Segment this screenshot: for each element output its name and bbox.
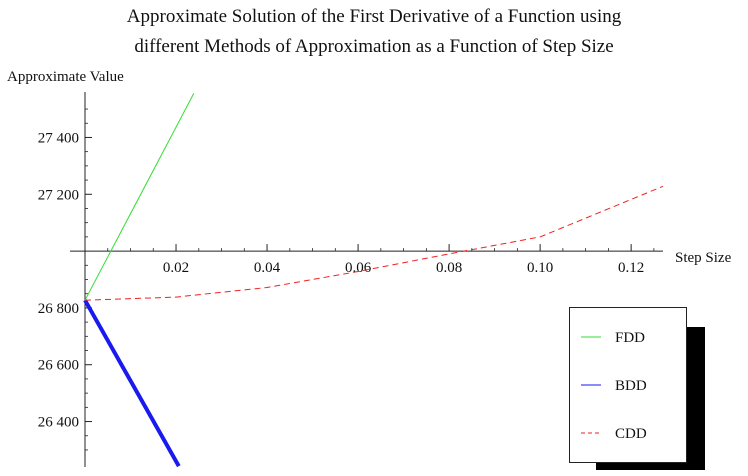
x-tick-label: 0.04 <box>254 260 281 276</box>
axes: 26 400 26 600 26 800 27 200 27 400 0.02 0.04 0.… <box>38 92 663 467</box>
y-axis-label: Approximate Value <box>7 69 124 85</box>
legend-label-bdd: BDD <box>615 378 647 394</box>
y-tick-label: 26 400 <box>38 415 79 431</box>
legend: FDD BDD CDD <box>569 307 705 470</box>
x-tick-label: 0.06 <box>345 260 372 276</box>
y-tick-label: 27 400 <box>38 130 79 146</box>
x-tick-label: 0.10 <box>527 260 553 276</box>
series-cdd-line <box>84 185 664 301</box>
x-tick-label: 0.08 <box>436 260 462 276</box>
series-fdd-line <box>84 93 195 301</box>
x-axis-label: Step Size <box>675 250 732 266</box>
chart-title-line-2: different Methods of Approximation as a … <box>134 36 614 57</box>
series-bdd-line <box>83 299 181 468</box>
x-tick-label: 0.12 <box>618 260 644 276</box>
y-tick-label: 26 600 <box>38 358 79 374</box>
chart-title-line-1: Approximate Solution of the First Deriva… <box>126 6 622 27</box>
series-group <box>83 93 664 468</box>
x-tick-label: 0.02 <box>163 260 189 276</box>
y-tick-label: 27 200 <box>38 187 79 203</box>
y-tick-label: 26 800 <box>38 301 79 317</box>
legend-label-cdd: CDD <box>615 426 647 442</box>
legend-label-fdd: FDD <box>615 330 645 346</box>
